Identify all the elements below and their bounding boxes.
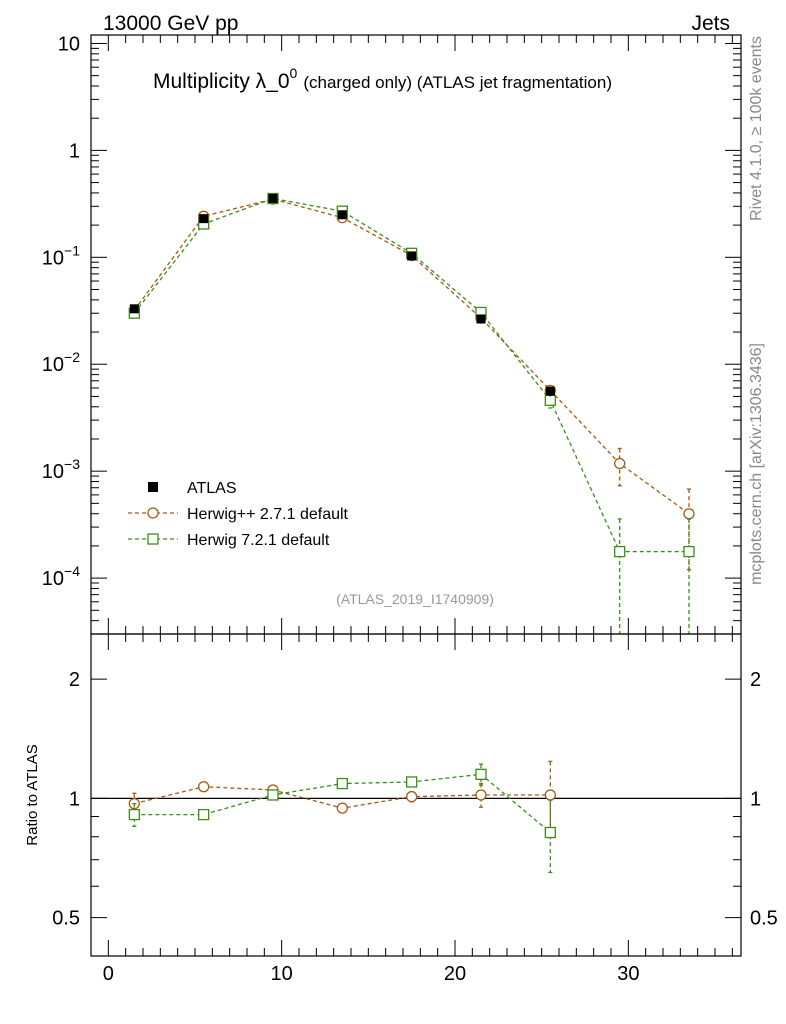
chart-title-suffix: (charged only) (ATLAS jet fragmentation) xyxy=(303,73,612,92)
main-ytick-base: 10 xyxy=(42,247,64,269)
ratio-point-herwig7 xyxy=(267,789,279,801)
ratio-point-herwig7 xyxy=(544,826,556,839)
point-herwigpp xyxy=(683,508,695,520)
ratio-point-herwigpp xyxy=(406,791,418,803)
ratio-point-herwigpp xyxy=(544,789,556,801)
ratio-point-herwig7 xyxy=(128,808,140,821)
main-ytick-label: 10−3 xyxy=(42,456,80,483)
ratio-ytick-label-right: 2 xyxy=(750,669,761,691)
side-label-mcplots: mcplots.cern.ch [arXiv:1306.3436] xyxy=(748,343,765,585)
ratio-point-herwig7 xyxy=(198,808,210,821)
main-ytick-label: 1 xyxy=(69,140,80,162)
main-ytick-base: 10 xyxy=(42,461,64,483)
ratio-ytick-label-left: 0.5 xyxy=(52,908,80,930)
analysis-tag: (ATLAS_2019_I1740909) xyxy=(336,591,494,607)
ratio-series-layer xyxy=(128,760,556,874)
ratio-ytick-label-left: 2 xyxy=(69,669,80,691)
ratio-ytick-label-left: 1 xyxy=(69,788,80,810)
legend: ATLAS Herwig++ 2.7.1 default Herwig 7.2.… xyxy=(128,480,349,549)
ratio-ytick-label-right: 0.5 xyxy=(750,908,778,930)
ratio-ytick-label-right: 1 xyxy=(750,788,761,810)
legend-marker-herwigpp xyxy=(147,507,159,519)
energy-label: 13000 GeV pp xyxy=(103,12,238,35)
main-series-layer xyxy=(128,192,695,634)
main-ytick-label: 10−1 xyxy=(42,242,80,269)
ratio-point-herwigpp xyxy=(336,802,348,814)
ratio-panel: 2 2 1 1 0.5 0.5 Ratio to ATLAS xyxy=(24,633,778,957)
legend-label-herwigpp: Herwig++ 2.7.1 default xyxy=(187,506,349,523)
legend-label-atlas: ATLAS xyxy=(187,480,237,497)
main-ytick-label: 10 xyxy=(58,33,80,55)
x-tick-label: 10 xyxy=(271,963,293,985)
ratio-point-herwig7 xyxy=(475,768,487,780)
chart-title-main: Multiplicity λ_0 xyxy=(153,70,290,93)
point-atlas xyxy=(199,214,209,224)
point-herwig7 xyxy=(614,545,626,558)
chart-title-superscript: 0 xyxy=(290,65,298,81)
main-ytick-base: 10 xyxy=(42,354,64,376)
chart-title: Multiplicity λ_00 (charged only) (ATLAS j… xyxy=(153,65,612,93)
main-ytick-label: 10−2 xyxy=(42,349,80,376)
main-ytick-exponent: −1 xyxy=(64,242,80,258)
side-label-rivet: Rivet 4.1.0, ≥ 100k events xyxy=(748,36,765,221)
point-atlas xyxy=(268,193,278,203)
ratio-axis-ticks: 2 2 1 1 0.5 0.5 xyxy=(52,669,778,957)
x-tick-label: 20 xyxy=(444,963,466,985)
legend-label-herwig7: Herwig 7.2.1 default xyxy=(187,532,330,549)
main-ytick-exponent: −2 xyxy=(64,349,80,365)
main-ytick-label: 10−4 xyxy=(42,563,80,590)
legend-marker-atlas xyxy=(148,482,158,492)
point-atlas xyxy=(129,304,139,314)
main-ytick-base: 10 xyxy=(42,568,64,590)
point-atlas xyxy=(476,314,486,324)
point-herwig7 xyxy=(683,545,695,558)
x-tick-label: 0 xyxy=(103,963,114,985)
ratio-point-herwig7 xyxy=(406,776,418,788)
ratio-ylabel: Ratio to ATLAS xyxy=(24,744,41,845)
ratio-point-herwigpp xyxy=(198,781,210,793)
main-ytick-exponent: −4 xyxy=(64,563,80,579)
category-label: Jets xyxy=(691,12,730,35)
series-line-herwigpp xyxy=(133,198,690,515)
x-axis-ticks: 0 10 20 30 xyxy=(103,35,733,985)
point-atlas xyxy=(337,210,347,220)
legend-marker-herwig7 xyxy=(147,533,159,545)
main-ytick-exponent: −3 xyxy=(64,456,80,472)
point-atlas xyxy=(545,386,555,396)
ratio-panel-frame xyxy=(90,633,742,957)
ratio-point-herwig7 xyxy=(336,777,348,790)
ratio-point-herwigpp xyxy=(475,789,487,801)
point-herwig7 xyxy=(544,394,556,406)
point-herwigpp xyxy=(614,457,626,470)
x-tick-label: 30 xyxy=(617,963,639,985)
point-atlas xyxy=(407,251,417,261)
